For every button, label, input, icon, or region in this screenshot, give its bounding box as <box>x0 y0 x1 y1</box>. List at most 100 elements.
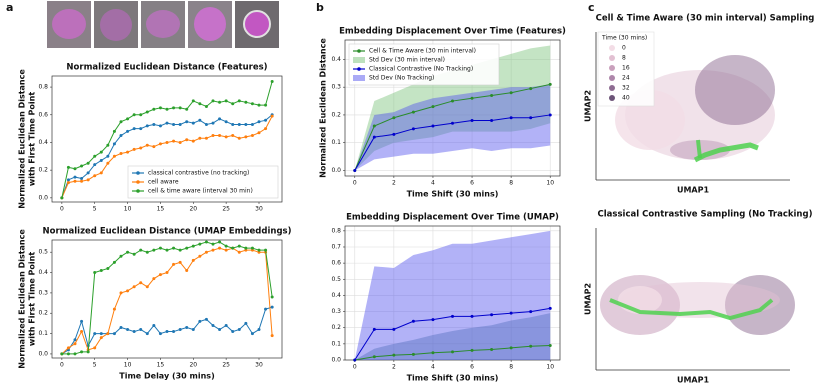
legend-label: Classical Contrastive (No Tracking) <box>369 66 473 73</box>
umap-legend-marker <box>609 75 615 81</box>
point <box>178 122 182 126</box>
point <box>158 246 162 250</box>
point <box>211 323 215 327</box>
point <box>250 102 254 106</box>
y-tick-label: 0.7 <box>331 243 341 250</box>
point <box>185 120 189 124</box>
point <box>218 134 222 138</box>
point <box>224 120 228 124</box>
legend-label: cell & time aware (interval 30 min) <box>148 188 253 195</box>
point <box>66 346 70 350</box>
point <box>411 127 415 131</box>
point <box>172 106 176 110</box>
point <box>218 100 222 104</box>
point <box>191 99 195 103</box>
point <box>106 332 110 336</box>
y-tick-label: 0.6 <box>331 260 341 267</box>
point <box>353 358 357 362</box>
y-tick-label: 0.2 <box>38 310 48 317</box>
point <box>264 103 268 107</box>
y-tick-label: 0.5 <box>331 276 341 283</box>
point <box>165 140 169 144</box>
cell-image-strip <box>47 1 279 48</box>
point <box>218 240 222 244</box>
point <box>86 178 90 182</box>
point <box>165 121 169 125</box>
point <box>198 254 202 258</box>
x-tick-label: 6 <box>470 180 474 187</box>
point <box>112 332 116 336</box>
point <box>152 122 156 126</box>
point <box>73 179 77 183</box>
point <box>529 87 533 91</box>
legend-label: classical contrastive (no tracking) <box>148 170 249 177</box>
legend-marker <box>136 180 140 184</box>
point <box>93 346 97 350</box>
point <box>257 248 261 252</box>
point <box>451 99 454 103</box>
y-tick-label: 0.8 <box>38 84 48 91</box>
point <box>93 271 97 275</box>
legend-marker <box>357 67 361 71</box>
point <box>451 350 454 354</box>
x-tick-label: 25 <box>222 206 230 213</box>
point <box>392 116 396 120</box>
point <box>372 327 376 331</box>
umap-legend-label: 24 <box>622 75 630 82</box>
point <box>172 139 176 143</box>
point <box>231 330 235 334</box>
point <box>86 161 90 165</box>
x-tick-label: 25 <box>222 362 230 369</box>
x-tick-label: 20 <box>189 206 197 213</box>
y-tick-label: 0.0 <box>331 167 341 174</box>
x-axis-label: Time Delay (30 mins) <box>119 372 214 381</box>
point <box>119 120 123 124</box>
point <box>119 325 123 329</box>
point <box>145 110 149 114</box>
point <box>178 328 182 332</box>
y-axis-label: with First Time Point <box>28 92 37 187</box>
legend-box <box>127 165 279 199</box>
x-tick-label: 0 <box>60 206 64 213</box>
legend-label: Std Dev (30 min interval) <box>369 57 445 64</box>
y-tick-label: 0.2 <box>331 324 341 331</box>
point <box>112 129 116 133</box>
point <box>218 328 222 332</box>
point <box>126 150 130 154</box>
point <box>73 352 77 356</box>
point <box>372 135 376 139</box>
y-tick-label: 0.4 <box>38 269 48 276</box>
point <box>126 117 130 121</box>
y-tick-label: 0.5 <box>38 249 48 256</box>
point <box>237 250 241 254</box>
point <box>231 102 235 106</box>
umap-cloud-2 <box>600 275 795 335</box>
point <box>172 246 176 250</box>
point <box>211 134 215 138</box>
point <box>145 250 149 254</box>
point <box>204 317 208 321</box>
point <box>244 321 248 325</box>
umap-legend-marker <box>609 65 615 71</box>
point <box>66 178 70 182</box>
point <box>106 143 110 147</box>
point <box>158 124 162 128</box>
point <box>509 311 513 315</box>
point <box>470 348 474 352</box>
point <box>152 145 156 149</box>
point <box>73 338 77 342</box>
point <box>264 118 268 122</box>
point <box>529 310 533 314</box>
point <box>224 323 228 327</box>
std-band <box>354 84 551 171</box>
point <box>392 132 396 136</box>
point <box>224 99 228 103</box>
point <box>93 332 97 336</box>
point <box>93 174 97 178</box>
point <box>191 258 195 262</box>
plot-frame <box>344 39 561 177</box>
x-axis-label: Time Shift (30 mins) <box>407 374 499 383</box>
x-tick-label: 10 <box>546 364 554 371</box>
point <box>237 122 241 126</box>
point <box>185 246 189 250</box>
